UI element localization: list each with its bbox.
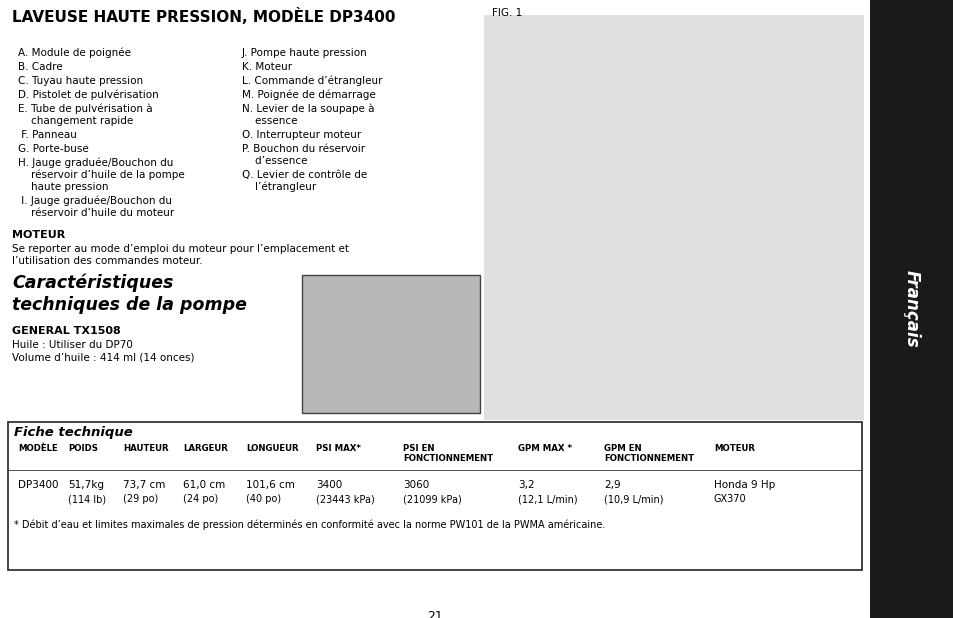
Text: Volume d’huile : 414 ml (14 onces): Volume d’huile : 414 ml (14 onces) (12, 353, 194, 363)
Text: GPM EN
FONCTIONNEMENT: GPM EN FONCTIONNEMENT (603, 444, 694, 464)
Text: l’étrangleur: l’étrangleur (242, 182, 315, 192)
Text: (114 lb): (114 lb) (68, 494, 106, 504)
Text: DP3400: DP3400 (18, 480, 58, 490)
Text: PSI MAX*: PSI MAX* (315, 444, 360, 453)
Text: Fiche technique: Fiche technique (14, 426, 132, 439)
Text: L. Commande d’étrangleur: L. Commande d’étrangleur (242, 76, 382, 87)
Text: G. Porte-buse: G. Porte-buse (18, 144, 89, 154)
Text: 51,7kg: 51,7kg (68, 480, 104, 490)
Text: 3400: 3400 (315, 480, 342, 490)
Text: Huile : Utiliser du DP70: Huile : Utiliser du DP70 (12, 340, 132, 350)
Text: A. Module de poignée: A. Module de poignée (18, 48, 131, 59)
Text: LAVEUSE HAUTE PRESSION, MODÈLE DP3400: LAVEUSE HAUTE PRESSION, MODÈLE DP3400 (12, 8, 395, 25)
Text: * Débit d’eau et limites maximales de pression déterminés en conformité avec la : * Débit d’eau et limites maximales de pr… (14, 520, 605, 530)
Text: 61,0 cm: 61,0 cm (183, 480, 225, 490)
Text: N. Levier de la soupape à: N. Levier de la soupape à (242, 104, 375, 114)
Text: 2,9: 2,9 (603, 480, 620, 490)
Text: techniques de la pompe: techniques de la pompe (12, 296, 247, 314)
Text: K. Moteur: K. Moteur (242, 62, 292, 72)
Text: F. Panneau: F. Panneau (18, 130, 77, 140)
Text: réservoir d’huile du moteur: réservoir d’huile du moteur (18, 208, 174, 218)
Text: O. Interrupteur moteur: O. Interrupteur moteur (242, 130, 361, 140)
Text: Q. Levier de contrôle de: Q. Levier de contrôle de (242, 170, 367, 180)
Text: Caractéristiques: Caractéristiques (12, 274, 173, 292)
Text: 101,6 cm: 101,6 cm (246, 480, 294, 490)
Text: I. Jauge graduée/Bouchon du: I. Jauge graduée/Bouchon du (18, 196, 172, 206)
Bar (8, 422, 862, 570)
Text: B. Cadre: B. Cadre (18, 62, 63, 72)
Text: (40 po): (40 po) (246, 494, 281, 504)
Text: (29 po): (29 po) (123, 494, 158, 504)
Text: 21: 21 (427, 610, 442, 618)
Text: HAUTEUR: HAUTEUR (123, 444, 169, 453)
Text: Se reporter au mode d’emploi du moteur pour l’emplacement et: Se reporter au mode d’emploi du moteur p… (12, 244, 349, 254)
Text: essence: essence (242, 116, 297, 126)
Text: 73,7 cm: 73,7 cm (123, 480, 165, 490)
Bar (483, 15, 863, 420)
Text: MOTEUR: MOTEUR (12, 230, 65, 240)
Text: MODÈLE: MODÈLE (18, 444, 58, 453)
Bar (302, 275, 479, 413)
Text: GPM MAX *: GPM MAX * (517, 444, 572, 453)
Text: D. Pistolet de pulvérisation: D. Pistolet de pulvérisation (18, 90, 158, 101)
Text: P. Bouchon du réservoir: P. Bouchon du réservoir (242, 144, 365, 154)
Text: changement rapide: changement rapide (18, 116, 133, 126)
Text: GX370: GX370 (713, 494, 746, 504)
Text: PSI EN
FONCTIONNEMENT: PSI EN FONCTIONNEMENT (402, 444, 493, 464)
Text: haute pression: haute pression (18, 182, 109, 192)
Text: (23443 kPa): (23443 kPa) (315, 494, 375, 504)
Text: Français: Français (902, 270, 920, 348)
Text: 3,2: 3,2 (517, 480, 534, 490)
Text: J. Pompe haute pression: J. Pompe haute pression (242, 48, 367, 58)
Text: E. Tube de pulvérisation à: E. Tube de pulvérisation à (18, 104, 152, 114)
Text: l’utilisation des commandes moteur.: l’utilisation des commandes moteur. (12, 256, 202, 266)
Text: d’essence: d’essence (242, 156, 307, 166)
Text: FIG. 1: FIG. 1 (492, 8, 521, 18)
Text: POIDS: POIDS (68, 444, 98, 453)
Text: réservoir d’huile de la pompe: réservoir d’huile de la pompe (18, 170, 185, 180)
Text: (12,1 L/min): (12,1 L/min) (517, 494, 577, 504)
Text: Honda 9 Hp: Honda 9 Hp (713, 480, 775, 490)
Text: H. Jauge graduée/Bouchon du: H. Jauge graduée/Bouchon du (18, 158, 173, 169)
Text: 3060: 3060 (402, 480, 429, 490)
Text: (10,9 L/min): (10,9 L/min) (603, 494, 662, 504)
Text: C. Tuyau haute pression: C. Tuyau haute pression (18, 76, 143, 86)
Text: LONGUEUR: LONGUEUR (246, 444, 298, 453)
Text: (21099 kPa): (21099 kPa) (402, 494, 461, 504)
Text: LARGEUR: LARGEUR (183, 444, 228, 453)
Text: MOTEUR: MOTEUR (713, 444, 754, 453)
Text: GENERAL TX1508: GENERAL TX1508 (12, 326, 121, 336)
Text: M. Poignée de démarrage: M. Poignée de démarrage (242, 90, 375, 101)
Text: (24 po): (24 po) (183, 494, 218, 504)
